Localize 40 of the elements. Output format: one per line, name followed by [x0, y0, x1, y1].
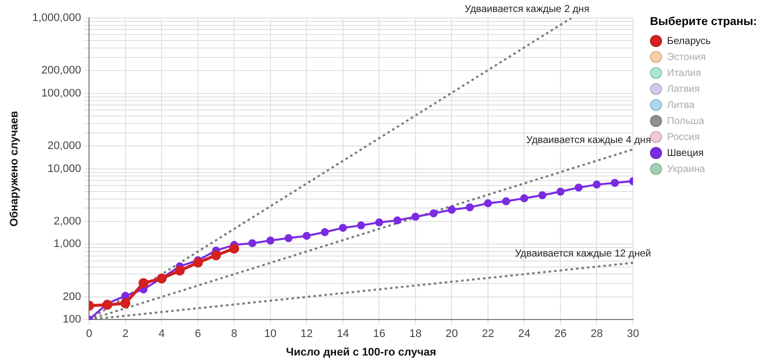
legend-label: Эстония — [667, 52, 706, 62]
x-tick-label: 14 — [336, 328, 350, 340]
x-tick-label: 10 — [264, 328, 277, 340]
legend-label: Латвия — [667, 84, 700, 94]
legend-label: Россия — [667, 132, 700, 142]
y-tick-label: 100,000 — [41, 87, 82, 100]
legend-label: Украина — [667, 164, 706, 174]
x-tick-label: 28 — [590, 328, 603, 340]
annotation: Удваивается каждые 4 дня — [526, 135, 651, 146]
annotation: Удваивается каждые 12 дней — [514, 248, 651, 260]
legend-title: Выберите страны: — [650, 16, 757, 28]
legend-label: Швеция — [667, 148, 704, 158]
x-tick-label: 16 — [373, 328, 386, 340]
y-tick-label: 10,000 — [47, 162, 82, 175]
x-tick-label: 0 — [86, 328, 92, 340]
x-tick-label: 24 — [518, 328, 530, 340]
y-tick-label: 200 — [62, 290, 82, 303]
y-tick-label: 20,000 — [47, 140, 82, 152]
x-tick-label: 20 — [446, 328, 458, 340]
x-tick-label: 6 — [194, 328, 201, 340]
text: Удваивается каждые 2 дня — [464, 4, 590, 15]
x-tick-label: 12 — [300, 328, 313, 340]
legend-label: Италия — [667, 68, 702, 78]
y-axis-title: Обнаружено случаев — [8, 110, 21, 227]
x-tick-label: 8 — [231, 328, 238, 340]
y-tick-label: 1,000,000 — [32, 12, 82, 24]
y-tick-label: 200,000 — [41, 64, 82, 77]
x-tick-label: 22 — [482, 328, 494, 340]
x-tick-label: 2 — [122, 328, 128, 340]
x-tick-label: 26 — [554, 328, 567, 340]
y-tick-label: 100 — [62, 314, 82, 326]
x-axis-title: Число дней с 100-го случая — [286, 346, 436, 358]
y-tick-label: 1,000 — [54, 238, 82, 250]
legend-label: Литва — [667, 100, 694, 110]
x-tick-label: 30 — [626, 328, 640, 340]
y-tick-label: 2,000 — [54, 216, 82, 228]
x-tick-label: 4 — [158, 328, 165, 340]
legend-label: Беларусь — [667, 36, 711, 46]
legend-label: Польша — [667, 116, 704, 126]
x-tick-label: 18 — [409, 328, 422, 340]
